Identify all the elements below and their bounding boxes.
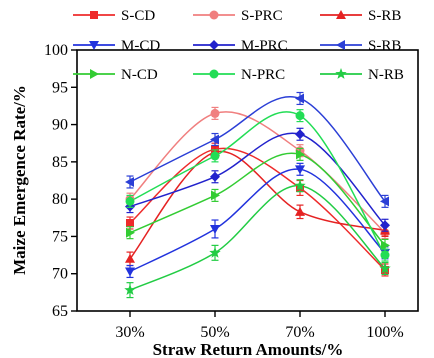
data-point: [210, 108, 220, 118]
legend-label: S-RB: [368, 38, 401, 54]
data-point: [125, 253, 135, 263]
legend-marker: [209, 69, 219, 79]
legend-marker: [90, 11, 98, 19]
legend-label: S-CD: [121, 8, 155, 24]
x-tick-label: 30%: [115, 324, 144, 341]
data-point: [126, 227, 135, 238]
legend-item: N-RB: [320, 67, 404, 83]
x-tick-label: 50%: [200, 324, 229, 341]
legend-item: N-CD: [73, 67, 158, 83]
legend-label: S-RB: [368, 8, 401, 24]
data-point: [210, 224, 220, 234]
data-point: [380, 250, 390, 260]
legend-item: N-PRC: [193, 67, 285, 83]
legend-item: S-PRC: [193, 8, 283, 24]
series-markers: [124, 91, 391, 299]
x-axis-ticks: 30% 50% 70% 100%: [115, 311, 404, 341]
data-point: [295, 129, 305, 140]
x-tick-label: 70%: [285, 324, 314, 341]
legend-label: M-PRC: [241, 38, 288, 54]
y-axis-ticks: 65 70 75 80 85 90 95 100: [44, 42, 77, 320]
legend-marker: [336, 10, 346, 19]
series-line: [129, 168, 386, 273]
series-line: [129, 150, 386, 260]
legend-label: N-CD: [121, 67, 158, 83]
y-tick-label: 95: [52, 79, 68, 96]
data-point: [294, 179, 306, 191]
data-point: [381, 240, 390, 251]
y-tick-label: 70: [52, 266, 68, 283]
series-line: [129, 184, 386, 291]
data-point: [210, 151, 220, 161]
legend-marker: [335, 68, 347, 79]
legend-marker: [90, 69, 99, 79]
data-point: [210, 171, 220, 182]
data-point: [126, 219, 134, 228]
legend-marker: [89, 41, 99, 50]
data-point: [379, 262, 391, 274]
legend-item: S-CD: [73, 8, 155, 24]
legend-marker: [336, 40, 345, 50]
legend: S-CD S-PRC S-RB M-CD M-PRC S-RB N-CD N-PRC N-RB: [73, 8, 404, 83]
legend-label: S-PRC: [241, 8, 283, 24]
data-point: [380, 196, 389, 207]
data-point: [295, 93, 304, 104]
legend-label: N-RB: [368, 67, 404, 83]
data-point: [380, 220, 390, 231]
series-curves: [129, 96, 386, 291]
data-point: [210, 134, 219, 145]
y-tick-label: 100: [44, 42, 68, 59]
y-tick-label: 90: [52, 117, 68, 134]
series-line: [129, 147, 386, 271]
data-point: [295, 165, 305, 175]
data-point: [295, 111, 305, 121]
data-point: [124, 284, 136, 295]
data-point: [125, 176, 134, 187]
legend-marker: [209, 40, 219, 50]
series-line: [129, 152, 386, 246]
x-tick-label: 100%: [366, 324, 403, 341]
series-line: [129, 96, 386, 202]
series-line: [129, 111, 386, 256]
series-line: [129, 132, 386, 226]
legend-item: S-RB: [320, 8, 401, 24]
data-point: [296, 149, 305, 160]
legend-item: S-RB: [320, 38, 401, 54]
legend-item: M-CD: [73, 38, 160, 54]
data-point: [209, 246, 221, 258]
y-tick-label: 85: [52, 154, 68, 171]
y-tick-label: 80: [52, 191, 68, 208]
series-line: [129, 111, 386, 234]
data-point: [211, 190, 220, 201]
legend-label: M-CD: [121, 38, 160, 54]
data-point: [125, 196, 135, 206]
y-tick-label: 75: [52, 228, 68, 245]
y-axis-label: Maize Emergence Rate/%: [10, 85, 29, 275]
legend-label: N-PRC: [241, 67, 285, 83]
legend-item: M-PRC: [193, 38, 288, 54]
plot-area: [76, 49, 419, 312]
data-point: [295, 206, 305, 216]
legend-marker: [209, 10, 219, 20]
data-point: [125, 267, 135, 277]
x-axis-label: Straw Return Amounts/%: [153, 340, 344, 358]
plot-border: [76, 49, 419, 312]
y-tick-label: 65: [52, 303, 68, 320]
